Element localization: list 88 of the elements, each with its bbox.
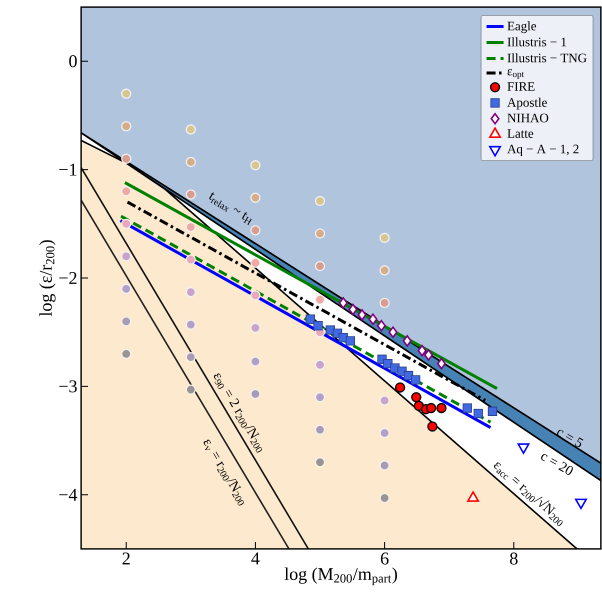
point <box>314 457 326 468</box>
point <box>250 160 261 170</box>
point <box>376 320 386 332</box>
y-tick-label: 0 <box>69 55 77 68</box>
point <box>368 313 378 325</box>
y-tick-label: −3 <box>59 380 77 392</box>
point <box>250 225 261 236</box>
point <box>380 492 390 504</box>
y-tick-label: −4 <box>59 488 78 501</box>
point <box>121 316 132 326</box>
point <box>314 360 326 370</box>
point <box>250 356 261 367</box>
point <box>121 284 132 294</box>
point <box>380 265 390 276</box>
legend-label: NIHAO <box>507 114 548 122</box>
legend-label: Illustris − 1 <box>508 37 566 46</box>
x-tick-label: 2 <box>122 552 130 564</box>
point <box>394 382 406 393</box>
point <box>380 460 390 471</box>
point <box>357 309 367 321</box>
point <box>314 424 326 435</box>
legend-label: Apostle <box>507 98 547 110</box>
point <box>380 232 390 243</box>
point <box>348 304 358 316</box>
x-axis-title: log (M$_{200}$/m$_{part}$) <box>284 567 397 586</box>
y-tick-label: −2 <box>59 272 76 284</box>
point <box>426 402 436 414</box>
point <box>314 196 326 206</box>
legend-label: Illustris − TNG <box>508 53 587 62</box>
annotation: t$_{relax}$ ~ t$_{H}$ <box>209 192 252 226</box>
x-tick-label: 8 <box>510 552 518 565</box>
point <box>424 349 434 361</box>
point <box>250 388 261 400</box>
point <box>186 222 196 232</box>
legend-label: Eagle <box>507 21 536 34</box>
point <box>314 228 326 239</box>
point <box>186 254 196 265</box>
point <box>186 156 196 168</box>
y-axis-title: log (ε/r$_{200}$) <box>39 240 56 316</box>
point <box>418 344 427 356</box>
point <box>121 186 132 196</box>
point <box>306 314 315 324</box>
point <box>474 408 483 418</box>
point <box>488 406 498 416</box>
legend-label: FIRE <box>507 82 534 91</box>
annotation: c = 20 <box>541 454 573 475</box>
point <box>427 421 438 432</box>
point <box>186 384 196 395</box>
point <box>380 298 390 308</box>
point <box>436 358 446 370</box>
x-tick-label: 4 <box>251 552 260 564</box>
point <box>186 352 196 362</box>
legend-label: Aq − A − 1, 2 <box>507 144 579 156</box>
point <box>186 124 196 135</box>
point <box>462 403 472 413</box>
point <box>121 218 132 229</box>
point <box>313 321 323 330</box>
point <box>314 392 326 402</box>
point <box>186 286 196 298</box>
point <box>121 348 132 359</box>
legend-label: Latte <box>507 129 534 138</box>
point <box>314 294 326 305</box>
y-tick-label: −1 <box>59 164 76 176</box>
point <box>517 443 530 454</box>
point <box>436 402 447 414</box>
point <box>250 322 261 333</box>
point <box>338 297 348 309</box>
point <box>314 260 326 272</box>
point <box>411 392 422 402</box>
point <box>121 251 132 262</box>
point <box>250 192 261 203</box>
point <box>121 88 132 99</box>
legend-label: ε$_{opt}$ <box>508 69 524 80</box>
point <box>383 358 392 368</box>
point <box>186 320 196 330</box>
point <box>380 395 390 406</box>
x-tick-label: 6 <box>380 552 389 565</box>
point <box>121 154 132 164</box>
annotation: ε$_{90}$ = 2 r$_{200}$/N$_{200}$ <box>214 373 262 452</box>
point <box>402 335 412 347</box>
point <box>346 336 356 346</box>
point <box>250 258 261 268</box>
point <box>250 290 261 300</box>
point <box>410 375 420 385</box>
point <box>121 121 132 132</box>
point <box>186 189 196 200</box>
point <box>388 326 398 338</box>
point <box>380 428 390 438</box>
